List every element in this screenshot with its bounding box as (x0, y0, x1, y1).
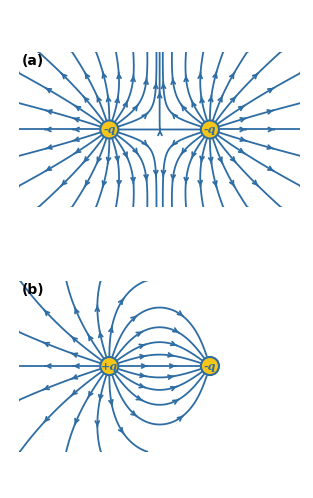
Text: (b): (b) (21, 283, 44, 297)
Circle shape (100, 121, 118, 138)
Text: -q: -q (204, 124, 216, 135)
Text: -q: -q (103, 124, 115, 135)
Text: (a): (a) (21, 54, 44, 68)
Circle shape (100, 357, 118, 375)
Circle shape (201, 357, 219, 375)
Text: -q: -q (204, 361, 216, 372)
Text: +q: +q (101, 361, 118, 372)
Circle shape (201, 121, 219, 138)
